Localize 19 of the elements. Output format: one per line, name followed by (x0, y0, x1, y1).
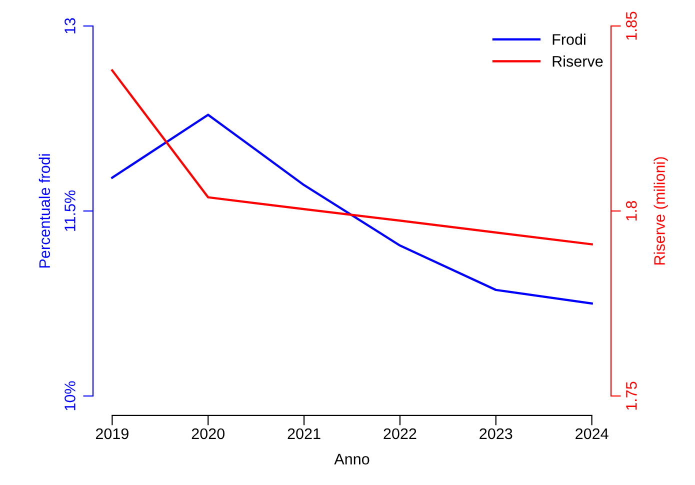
x-tick-label: 2024 (576, 428, 608, 440)
x-axis-title: Anno (334, 454, 370, 465)
x-tick-label: 2023 (480, 428, 512, 440)
x-tick-label: 2019 (96, 428, 128, 440)
x-tick-label: 2022 (384, 428, 416, 440)
x-tick-label: 2020 (192, 428, 225, 440)
line-series (111, 69, 593, 246)
y-axis-title: Percentuale frodi (38, 154, 50, 268)
y2-tick-label: 1.75 (626, 382, 637, 410)
y2-axis-title: Riserve (milioni) (654, 157, 668, 264)
y-tick-label: 13 (64, 18, 76, 34)
y-tick-label: 10% (64, 381, 76, 410)
y2-tick-label: 1.8 (626, 201, 637, 220)
line-series (111, 114, 593, 305)
y2-tick-label: 1.85 (626, 12, 637, 40)
legend-label: Riserve (552, 56, 603, 67)
y-tick-label: 11.5% (64, 190, 76, 231)
legend-label: Frodi (552, 34, 586, 45)
x-tick-label: 2021 (288, 428, 320, 440)
